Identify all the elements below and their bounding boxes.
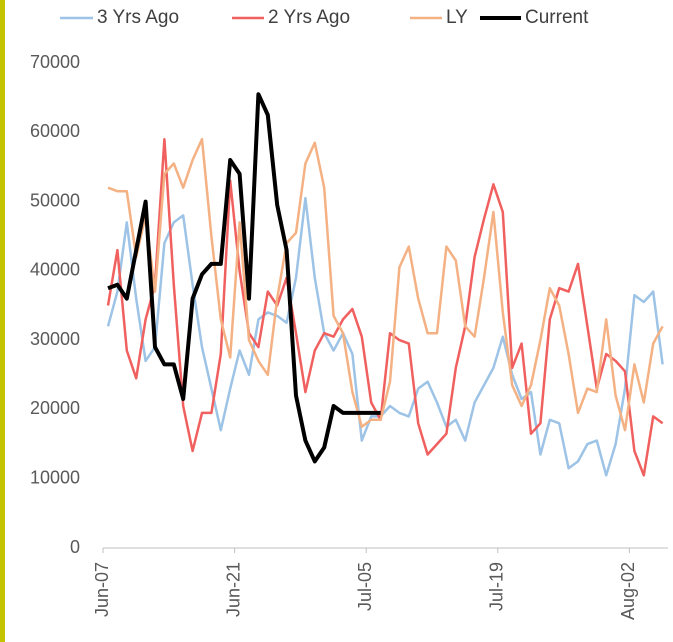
side-stripe	[0, 0, 5, 642]
x-tick-label: Jul-05	[355, 562, 375, 611]
legend-label: LY	[446, 7, 468, 28]
x-tick-label: Jul-19	[487, 562, 507, 611]
series-line	[107, 137, 664, 432]
y-tick-label: 40000	[30, 260, 80, 280]
y-tick-label: 70000	[30, 52, 80, 72]
x-tick-label: Jun-07	[92, 562, 112, 617]
series-line	[106, 196, 664, 477]
legend-label: 2 Yrs Ago	[268, 7, 350, 28]
y-tick-label: 0	[70, 537, 80, 557]
y-tick-label: 30000	[30, 329, 80, 349]
y-tick-label: 50000	[30, 190, 80, 210]
x-tick-label: Aug-02	[618, 562, 638, 620]
legend-label: Current	[525, 7, 589, 28]
x-tick-label: Jun-21	[223, 562, 243, 617]
series-line	[106, 137, 664, 477]
y-tick-label: 10000	[30, 467, 80, 487]
series-line	[107, 92, 381, 464]
y-tick-label: 20000	[30, 398, 80, 418]
legend-label: 3 Yrs Ago	[97, 7, 179, 28]
y-tick-label: 60000	[30, 121, 80, 141]
